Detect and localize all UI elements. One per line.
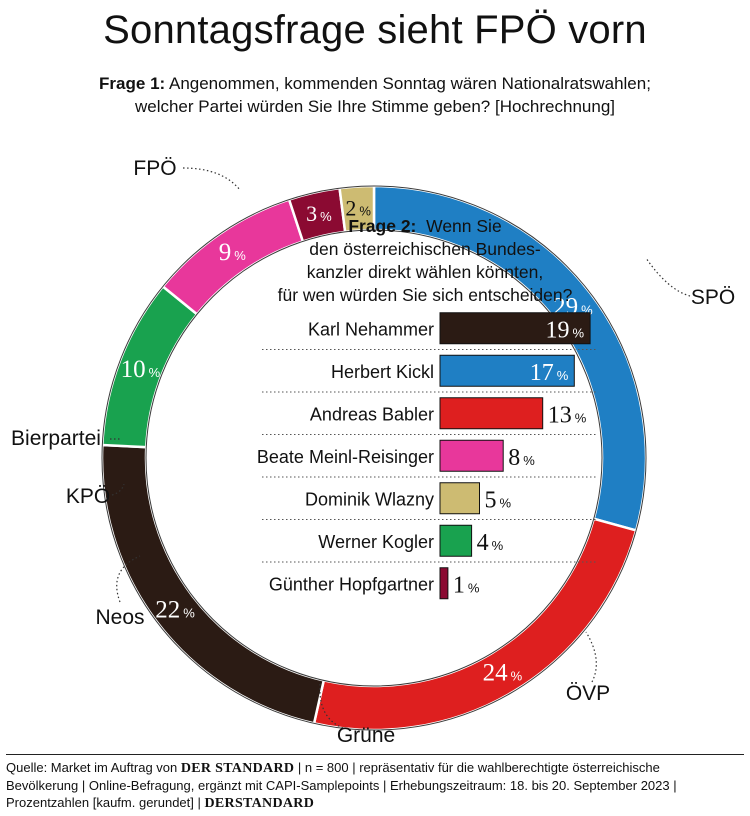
bar-value-werner-kogler: 4% — [477, 530, 504, 556]
chart-title: Sonntagsfrage sieht FPÖ vorn — [103, 8, 647, 52]
donut-value-unit: % — [234, 248, 246, 263]
source-part-2: | n = 800 | repräsentativ für die wahlbe… — [294, 760, 660, 775]
question-2-line-3: kanzler direkt wählen könnten, — [306, 262, 544, 282]
question-1-text-line-1: Angenommen, kommenden Sonntag wären Nati… — [168, 74, 651, 93]
leader-line-neos — [116, 555, 141, 603]
source-divider — [6, 754, 744, 755]
source-part-4: Prozentzahlen [kaufm. gerundet] | — [6, 795, 205, 810]
donut-value-unit: % — [320, 209, 332, 224]
bar-werner-kogler — [439, 524, 473, 557]
source-part-3: Bevölkerung | Online-Befragung, ergänzt … — [6, 778, 677, 793]
bar-gunther-hopfgartner — [439, 567, 449, 600]
brand-derstandard-logo: DERSTANDARD — [204, 796, 315, 811]
bar-beate-meinl-reisinger — [439, 439, 504, 472]
brand-der-standard: DER STANDARD — [180, 761, 295, 776]
source-part-1: Quelle: Market im Auftrag von — [6, 760, 181, 775]
bar-label-herbert-kickl: Herbert Kickl — [331, 362, 434, 382]
bar-label-dominik-wlazny: Dominik Wlazny — [305, 489, 434, 509]
leader-line-fpo — [182, 167, 241, 191]
bar-label-andreas-babler: Andreas Babler — [310, 404, 434, 424]
party-label-fpo: FPÖ — [133, 157, 176, 180]
question-2-label: Frage 2: — [348, 216, 417, 236]
donut-value-unit: % — [359, 204, 371, 219]
question-2-line-1: Wenn Sie — [426, 216, 502, 236]
bar-label-werner-kogler: Werner Kogler — [318, 532, 434, 552]
leader-line-spo — [645, 257, 691, 297]
bar-value-unit: % — [468, 580, 480, 595]
leader-line-kpo — [111, 483, 125, 496]
bar-value-unit: % — [573, 325, 585, 340]
bar-value-dominik-wlazny: 5% — [485, 487, 512, 513]
party-label-spo: SPÖ — [691, 286, 735, 309]
donut-outer-outline — [101, 185, 647, 731]
question-1-text-line-2: welcher Partei würden Sie Ihre Stimme ge… — [134, 97, 616, 116]
bar-andreas-babler — [439, 397, 544, 430]
question-1: Frage 1: Angenommen, kommenden Sonntag w… — [30, 72, 720, 118]
donut-inner-outline — [145, 229, 603, 687]
bar-value-unit: % — [492, 538, 504, 553]
source-note: Quelle: Market im Auftrag von DER STANDA… — [6, 759, 746, 812]
bar-value-karl-nehammer: 19% — [546, 317, 585, 343]
bar-herbert-kickl — [439, 354, 575, 387]
party-label-kpo: KPÖ — [66, 485, 110, 508]
question-2-line-4: für wen würden Sie sich entscheiden? — [277, 285, 573, 305]
bar-value-unit: % — [575, 410, 587, 425]
bar-value-andreas-babler: 13% — [548, 402, 587, 428]
bar-value-gunther-hopfgartner: 1% — [453, 572, 480, 598]
donut-value-unit: % — [511, 668, 523, 683]
bar-karl-nehammer — [439, 312, 591, 345]
bar-value-beate-meinl-reisinger: 8% — [508, 445, 535, 471]
party-label-grune: Grüne — [337, 724, 395, 747]
bar-label-gunther-hopfgartner: Günther Hopfgartner — [269, 574, 434, 594]
bar-label-beate-meinl-reisinger: Beate Meinl-Reisinger — [257, 447, 434, 467]
bar-value-unit: % — [523, 453, 535, 468]
bar-label-karl-nehammer: Karl Nehammer — [308, 319, 434, 339]
question-1-label: Frage 1: — [99, 74, 166, 93]
leader-line-grune — [319, 683, 344, 729]
bar-dominik-wlazny — [439, 482, 480, 515]
bar-value-unit: % — [500, 495, 512, 510]
party-label-neos: Neos — [95, 606, 144, 629]
bar-value-unit: % — [557, 368, 569, 383]
party-label-ovp: ÖVP — [566, 682, 610, 705]
donut-value-unit: % — [183, 605, 195, 620]
question-2: Frage 2: Wenn Sie den österreichischen B… — [240, 215, 610, 307]
party-label-bierpartei: Bierpartei — [11, 427, 101, 450]
donut-value-unit: % — [149, 365, 161, 380]
question-2-line-2: den österreichischen Bundes- — [309, 239, 541, 259]
leader-line-ovp — [585, 631, 597, 683]
